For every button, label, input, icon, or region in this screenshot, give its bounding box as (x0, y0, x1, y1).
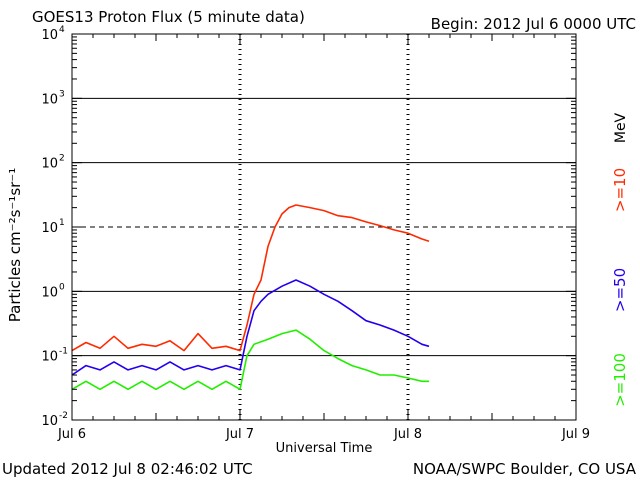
x-tick-label: Jul 7 (225, 427, 254, 442)
series-layer (71, 204, 430, 391)
legend-ge100: >=100 (611, 353, 629, 407)
y-tick-label: 10 (41, 221, 58, 236)
legend-ge10: >=10 (611, 168, 629, 212)
y-tick-label: 10 (41, 285, 58, 300)
chart-title: GOES13 Proton Flux (5 minute data) (32, 8, 305, 26)
y-tick-label-exponent: -2 (59, 411, 68, 421)
y-tick-label-exponent: 3 (59, 89, 65, 99)
legend-unit: MeV (613, 112, 629, 143)
y-tick-label-exponent: 4 (59, 25, 65, 35)
y-tick-label-exponent: 2 (59, 154, 65, 164)
legend-ge50: >=50 (611, 268, 629, 312)
y-tick-label-exponent: 1 (59, 218, 65, 228)
y-tick-label: 10 (41, 414, 58, 429)
y-tick-label-exponent: -1 (59, 347, 68, 357)
begin-time: Begin: 2012 Jul 6 0000 UTC (430, 15, 636, 33)
x-tick-label: Jul 9 (561, 427, 590, 442)
y-tick-label: 10 (41, 28, 58, 43)
y-axis-label: Particles cm⁻²s⁻¹sr⁻¹ (6, 168, 24, 322)
series-line-100 (71, 329, 429, 391)
y-tick-label: 10 (41, 92, 58, 107)
updated-time: Updated 2012 Jul 8 02:46:02 UTC (2, 460, 253, 478)
series-line-50 (71, 279, 430, 376)
grid-lines (72, 34, 576, 420)
source-credit: NOAA/SWPC Boulder, CO USA (412, 460, 636, 478)
x-tick-label: Jul 8 (393, 427, 422, 442)
y-tick-label-exponent: 0 (59, 282, 65, 292)
y-tick-label: 10 (41, 350, 58, 365)
axis-ticks (71, 34, 577, 421)
x-tick-label: Jul 6 (57, 427, 86, 442)
y-tick-label: 10 (41, 157, 58, 172)
series-line-10 (71, 204, 430, 352)
x-axis-label: Universal Time (276, 441, 373, 456)
